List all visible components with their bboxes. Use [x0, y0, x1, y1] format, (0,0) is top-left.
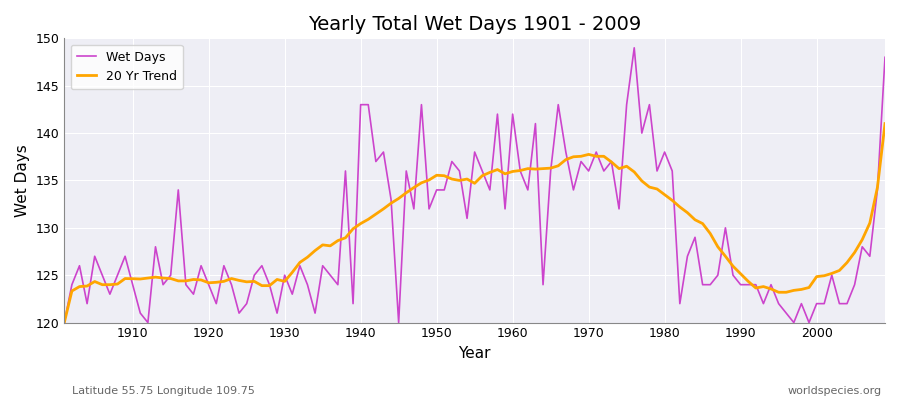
Line: Wet Days: Wet Days: [64, 48, 885, 322]
20 Yr Trend: [508, 169, 518, 174]
Wet Days: [500, 206, 510, 211]
Legend: Wet Days, 20 Yr Trend: Wet Days, 20 Yr Trend: [70, 44, 183, 89]
Wet Days: [879, 55, 890, 60]
Wet Days: [287, 292, 298, 296]
X-axis label: Year: Year: [458, 346, 491, 361]
20 Yr Trend: [598, 154, 609, 159]
20 Yr Trend: [120, 276, 130, 281]
20 Yr Trend: [58, 320, 69, 325]
Wet Days: [629, 46, 640, 50]
20 Yr Trend: [332, 238, 343, 243]
Wet Days: [58, 320, 69, 325]
20 Yr Trend: [287, 270, 298, 275]
Text: worldspecies.org: worldspecies.org: [788, 386, 882, 396]
Line: 20 Yr Trend: 20 Yr Trend: [64, 124, 885, 322]
20 Yr Trend: [500, 172, 510, 176]
Text: Latitude 55.75 Longitude 109.75: Latitude 55.75 Longitude 109.75: [72, 386, 255, 396]
Y-axis label: Wet Days: Wet Days: [15, 144, 30, 217]
Wet Days: [598, 168, 609, 173]
Title: Yearly Total Wet Days 1901 - 2009: Yearly Total Wet Days 1901 - 2009: [308, 15, 642, 34]
20 Yr Trend: [879, 121, 890, 126]
Wet Days: [508, 112, 518, 116]
Wet Days: [120, 254, 130, 259]
Wet Days: [332, 282, 343, 287]
